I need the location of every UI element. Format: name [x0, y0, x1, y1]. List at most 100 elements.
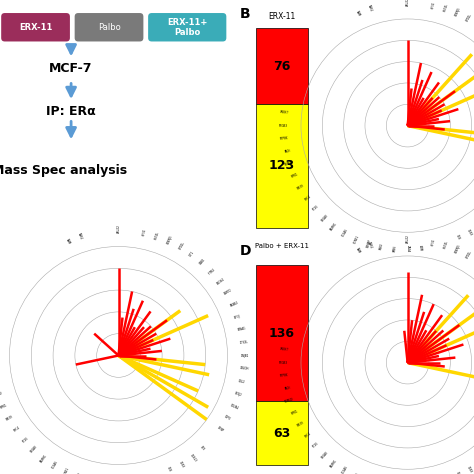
- Text: SPB6: SPB6: [392, 245, 397, 252]
- Text: D: D: [239, 244, 251, 258]
- Text: SCRB1: SCRB1: [354, 234, 361, 244]
- Text: NAM: NAM: [355, 247, 361, 254]
- Text: SAMH1: SAMH1: [330, 221, 339, 231]
- Text: RBM40: RBM40: [0, 392, 3, 398]
- Text: H3BRJ5: H3BRJ5: [166, 234, 174, 245]
- Text: NAS1: NAS1: [366, 4, 373, 12]
- Text: 136: 136: [269, 327, 295, 340]
- Text: KIF31: KIF31: [430, 238, 436, 246]
- Text: CO2A1: CO2A1: [229, 403, 239, 411]
- Text: Palbo: Palbo: [98, 23, 120, 32]
- Text: EXOS4: EXOS4: [216, 277, 226, 285]
- Text: LAU22: LAU22: [406, 0, 410, 6]
- Text: GIT1: GIT1: [189, 250, 196, 258]
- Text: RT26: RT26: [312, 204, 320, 212]
- Text: RADI: RADI: [284, 148, 291, 154]
- Text: SAMH1: SAMH1: [330, 458, 339, 468]
- Text: SC5A6: SC5A6: [342, 228, 349, 238]
- Text: SCRB1: SCRB1: [354, 471, 361, 474]
- Text: DNJB1: DNJB1: [241, 354, 249, 357]
- FancyBboxPatch shape: [75, 13, 143, 42]
- Text: RPC4: RPC4: [304, 431, 312, 439]
- Text: SNX5: SNX5: [379, 242, 385, 250]
- Text: C4B3: C4B3: [178, 460, 185, 468]
- Text: ERX-11: ERX-11: [268, 12, 296, 21]
- Text: ERX-11: ERX-11: [19, 23, 52, 32]
- Text: FITM2: FITM2: [208, 267, 217, 275]
- Text: C4B3: C4B3: [466, 228, 473, 237]
- Text: GPD1L: GPD1L: [466, 13, 474, 23]
- Text: RADI: RADI: [284, 385, 291, 391]
- Text: CUL2: CUL2: [237, 379, 245, 384]
- Text: KIF31: KIF31: [430, 1, 436, 9]
- Bar: [256, 28, 308, 104]
- Text: PTPRK: PTPRK: [280, 373, 289, 378]
- Text: EFNA1: EFNA1: [237, 326, 247, 332]
- Text: 123: 123: [269, 159, 295, 173]
- Text: RPC4: RPC4: [13, 426, 21, 433]
- Text: C4B: C4B: [455, 471, 460, 474]
- Text: DBLOH: DBLOH: [240, 366, 249, 371]
- Text: RM39: RM39: [296, 184, 305, 191]
- Text: RT26: RT26: [312, 441, 320, 449]
- FancyBboxPatch shape: [148, 13, 226, 42]
- Text: PRKH7: PRKH7: [280, 110, 289, 115]
- Text: KIF31: KIF31: [142, 228, 147, 237]
- Text: RT26: RT26: [21, 436, 29, 443]
- Text: ERBB2: ERBB2: [229, 301, 239, 308]
- Text: ADM: ADM: [418, 245, 423, 251]
- Text: S10A8: S10A8: [29, 445, 38, 454]
- Text: SLMAP: SLMAP: [366, 239, 373, 249]
- Text: RM39: RM39: [296, 421, 305, 428]
- Text: B: B: [239, 7, 250, 21]
- Text: RIPK1: RIPK1: [291, 410, 299, 416]
- Text: S10A8: S10A8: [320, 450, 329, 459]
- Text: C4B13: C4B13: [189, 453, 197, 463]
- Text: IP: ERα: IP: ERα: [46, 105, 96, 118]
- Text: LAU22: LAU22: [406, 234, 410, 243]
- Text: SC5A6: SC5A6: [51, 460, 59, 470]
- Text: CP3: CP3: [199, 445, 205, 451]
- Text: RBM40: RBM40: [284, 161, 294, 167]
- Text: RPC4: RPC4: [304, 194, 312, 202]
- Text: SC5A6: SC5A6: [342, 465, 349, 474]
- Text: HS74L: HS74L: [155, 230, 161, 240]
- Text: GPD1L: GPD1L: [178, 241, 186, 251]
- FancyBboxPatch shape: [1, 13, 70, 42]
- Text: NAM: NAM: [355, 10, 361, 17]
- Bar: [256, 265, 308, 401]
- Text: C4B: C4B: [455, 234, 460, 241]
- Text: CP2J2: CP2J2: [234, 392, 243, 398]
- Text: 76: 76: [273, 60, 291, 73]
- Text: RM39: RM39: [5, 415, 14, 422]
- Text: C4B3: C4B3: [466, 465, 473, 474]
- Text: ESRP2: ESRP2: [223, 288, 233, 296]
- Text: PTPRK: PTPRK: [280, 136, 289, 141]
- Text: C4B: C4B: [166, 466, 172, 473]
- Text: S10A8: S10A8: [320, 213, 329, 222]
- Text: LAU22: LAU22: [117, 225, 120, 233]
- Text: GAB1: GAB1: [199, 258, 207, 266]
- Text: Mass Spec analysis: Mass Spec analysis: [0, 164, 127, 177]
- Text: HS74L: HS74L: [443, 240, 449, 249]
- Text: SLMAP: SLMAP: [76, 471, 82, 474]
- Bar: [256, 401, 308, 465]
- Text: RIPK1: RIPK1: [291, 173, 299, 179]
- Text: DTX3L: DTX3L: [240, 340, 249, 345]
- Text: Palbo + ERX-11: Palbo + ERX-11: [255, 244, 309, 249]
- Text: RIPK1: RIPK1: [0, 403, 8, 410]
- Text: PTGB3: PTGB3: [279, 361, 288, 365]
- Text: 63: 63: [273, 427, 291, 439]
- Text: MCF-7: MCF-7: [49, 62, 93, 75]
- Text: EIF3J: EIF3J: [234, 314, 241, 319]
- Text: H3BRJ5: H3BRJ5: [455, 244, 462, 254]
- Text: PRKH7: PRKH7: [280, 347, 289, 352]
- Text: NAM: NAM: [64, 237, 71, 245]
- Text: SAMH1: SAMH1: [39, 453, 48, 463]
- Text: ERX-11+
Palbo: ERX-11+ Palbo: [167, 18, 208, 37]
- Text: CENP: CENP: [216, 426, 224, 433]
- Text: PTGB3: PTGB3: [279, 124, 288, 128]
- Text: RBM40: RBM40: [284, 398, 294, 404]
- Text: H3BRJ5: H3BRJ5: [455, 7, 462, 17]
- Text: NAS1: NAS1: [366, 241, 373, 249]
